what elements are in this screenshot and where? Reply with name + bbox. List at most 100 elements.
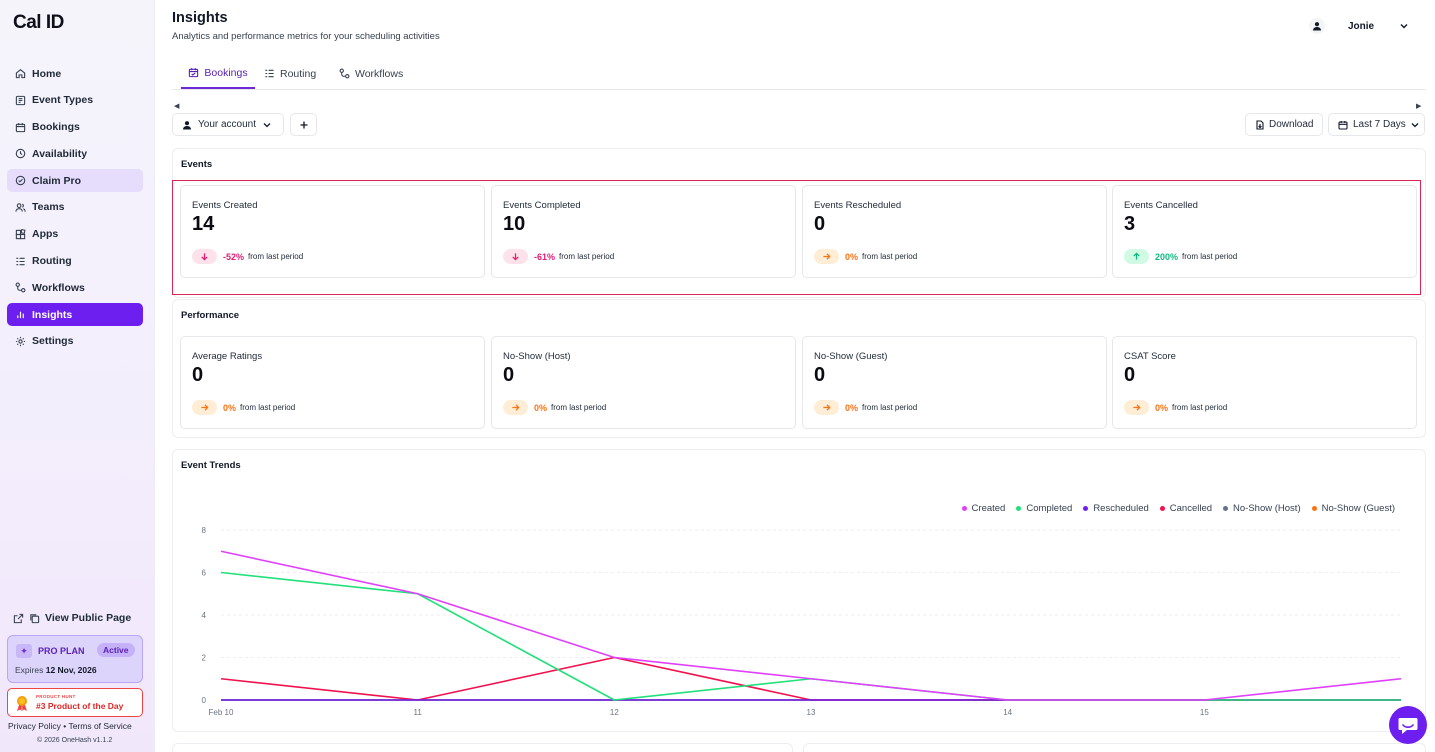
- chevron-down-icon: [1400, 24, 1408, 29]
- legend-item[interactable]: No-Show (Host): [1223, 503, 1301, 514]
- plan-header: ✦ PRO PLAN: [16, 644, 85, 658]
- sidebar-item-routing[interactable]: Routing: [7, 250, 143, 273]
- delta-suffix: from last period: [1172, 403, 1228, 412]
- chat-support-button[interactable]: [1389, 706, 1427, 744]
- delta-suffix: from last period: [551, 403, 607, 412]
- sidebar-item-label: Insights: [32, 308, 73, 321]
- sidebar-item-apps[interactable]: Apps: [7, 223, 143, 246]
- card-delta: 0% from last period: [192, 400, 295, 415]
- plan-expiry-date: 12 Nov, 2026: [45, 665, 97, 675]
- sidebar-item-workflows[interactable]: Workflows: [7, 276, 143, 299]
- sidebar: Cal ID Home Event Types Bookings Availab…: [0, 0, 155, 752]
- tab-label: Bookings: [204, 66, 248, 79]
- sidebar-item-label: Event Types: [32, 94, 94, 107]
- app-logo[interactable]: Cal ID: [13, 12, 64, 33]
- legend-item[interactable]: Created: [961, 503, 1005, 514]
- calendar-icon: [189, 68, 199, 78]
- trend-flat-badge: [192, 400, 217, 415]
- card-value: 0: [192, 364, 204, 386]
- card-delta: 0% from last period: [814, 249, 917, 264]
- card-value: 0: [503, 364, 515, 386]
- product-hunt-badge[interactable]: PRODUCT HUNT #3 Product of the Day: [7, 688, 143, 717]
- card-delta: -61% from last period: [503, 249, 614, 264]
- legend-label: Cancelled: [1169, 503, 1213, 514]
- event-trends-section: Event Trends Created Completed Rescheduled…: [172, 449, 1426, 732]
- card-label: Events Cancelled: [1124, 200, 1198, 211]
- sidebar-item-insights[interactable]: Insights: [7, 303, 143, 327]
- series-line-created: [220, 550, 1402, 701]
- delta-percent: -61%: [534, 251, 556, 262]
- pro-plan-card[interactable]: ✦ PRO PLAN Active Expires 12 Nov, 2026: [7, 635, 143, 683]
- download-icon: [1256, 119, 1264, 130]
- page-subtitle: Analytics and performance metrics for yo…: [172, 31, 440, 42]
- chevron-down-icon: [1411, 122, 1419, 127]
- add-filter-button[interactable]: [290, 113, 317, 136]
- view-public-page-link[interactable]: View Public Page: [13, 612, 131, 624]
- trend-down-badge: [192, 249, 217, 264]
- arrow-right-icon: [201, 404, 209, 411]
- card-label: No-Show (Guest): [814, 351, 888, 362]
- download-button[interactable]: Download: [1245, 113, 1323, 136]
- scroll-left-arrow[interactable]: ◀: [174, 103, 180, 110]
- account-selector[interactable]: Your account: [172, 113, 284, 136]
- events-section-title: Events: [181, 159, 213, 170]
- x-tick-label: 11: [414, 708, 423, 717]
- sidebar-item-claim-pro[interactable]: Claim Pro: [7, 169, 143, 193]
- tab-label: Routing: [280, 67, 317, 80]
- lower-section-left: [172, 743, 793, 752]
- footer-links[interactable]: Privacy Policy • Terms of Service: [8, 721, 132, 731]
- sidebar-item-teams[interactable]: Teams: [7, 196, 143, 219]
- y-tick-label: 6: [202, 569, 207, 578]
- product-hunt-label: PRODUCT HUNT: [36, 694, 76, 699]
- user-name: Jonie: [1348, 20, 1375, 32]
- user-menu[interactable]: Jonie: [1309, 18, 1409, 34]
- csat-score-card: CSAT Score 0 0% from last period: [1112, 336, 1417, 429]
- sidebar-item-availability[interactable]: Availability: [7, 142, 143, 165]
- copy-icon: [30, 613, 40, 623]
- bar-chart-icon: [14, 309, 26, 321]
- legend-dot: [1311, 506, 1317, 511]
- tab-bar: Bookings Routing Workflows: [172, 58, 1426, 90]
- sidebar-item-home[interactable]: Home: [7, 62, 143, 85]
- card-value: 10: [503, 213, 526, 235]
- home-icon: [14, 68, 26, 80]
- user-icon: [1313, 22, 1321, 31]
- scroll-right-arrow[interactable]: ▶: [1416, 103, 1422, 110]
- events-created-card: Events Created 14 -52% from last period: [180, 185, 485, 278]
- sidebar-item-label: Settings: [32, 335, 74, 348]
- card-label: Average Ratings: [192, 351, 263, 362]
- legend-item[interactable]: No-Show (Guest): [1311, 503, 1395, 514]
- card-delta: 200% from last period: [1124, 249, 1237, 264]
- sidebar-item-settings[interactable]: Settings: [7, 330, 143, 353]
- product-hunt-rank: #3 Product of the Day: [36, 701, 124, 711]
- badge-check-icon: [14, 175, 26, 187]
- legend-dot: [1083, 506, 1089, 511]
- legend-dot: [1016, 506, 1022, 511]
- sidebar-item-bookings[interactable]: Bookings: [7, 116, 143, 139]
- x-tick-label: 14: [1003, 708, 1012, 717]
- y-tick-label: 4: [202, 611, 207, 620]
- routing-icon: [265, 69, 274, 78]
- legend-item[interactable]: Rescheduled: [1083, 503, 1149, 514]
- date-range-select[interactable]: Last 7 Days: [1328, 113, 1425, 136]
- calendar-icon: [14, 121, 26, 133]
- legend-item[interactable]: Cancelled: [1159, 503, 1213, 514]
- chart-legend: Created Completed Rescheduled Cancelled No-S…: [951, 503, 1395, 514]
- view-public-page-label: View Public Page: [45, 612, 132, 624]
- sidebar-item-event-types[interactable]: Event Types: [7, 89, 143, 112]
- tab-workflows[interactable]: Workflows: [339, 58, 403, 89]
- delta-suffix: from last period: [1182, 252, 1238, 261]
- gear-icon: [14, 335, 26, 347]
- legend-item[interactable]: Completed: [1016, 503, 1072, 514]
- legend-dot: [1223, 506, 1229, 511]
- arrow-right-icon: [823, 253, 831, 260]
- main-content: Insights Analytics and performance metri…: [155, 0, 1435, 752]
- tab-label: Workflows: [355, 67, 404, 80]
- legend-dot: [1159, 506, 1165, 511]
- sidebar-item-label: Bookings: [32, 121, 80, 134]
- tab-bookings[interactable]: Bookings: [181, 58, 255, 89]
- arrow-right-icon: [823, 404, 831, 411]
- trend-flat-badge: [814, 249, 839, 264]
- tab-routing[interactable]: Routing: [264, 58, 316, 89]
- sidebar-item-label: Availability: [32, 147, 88, 160]
